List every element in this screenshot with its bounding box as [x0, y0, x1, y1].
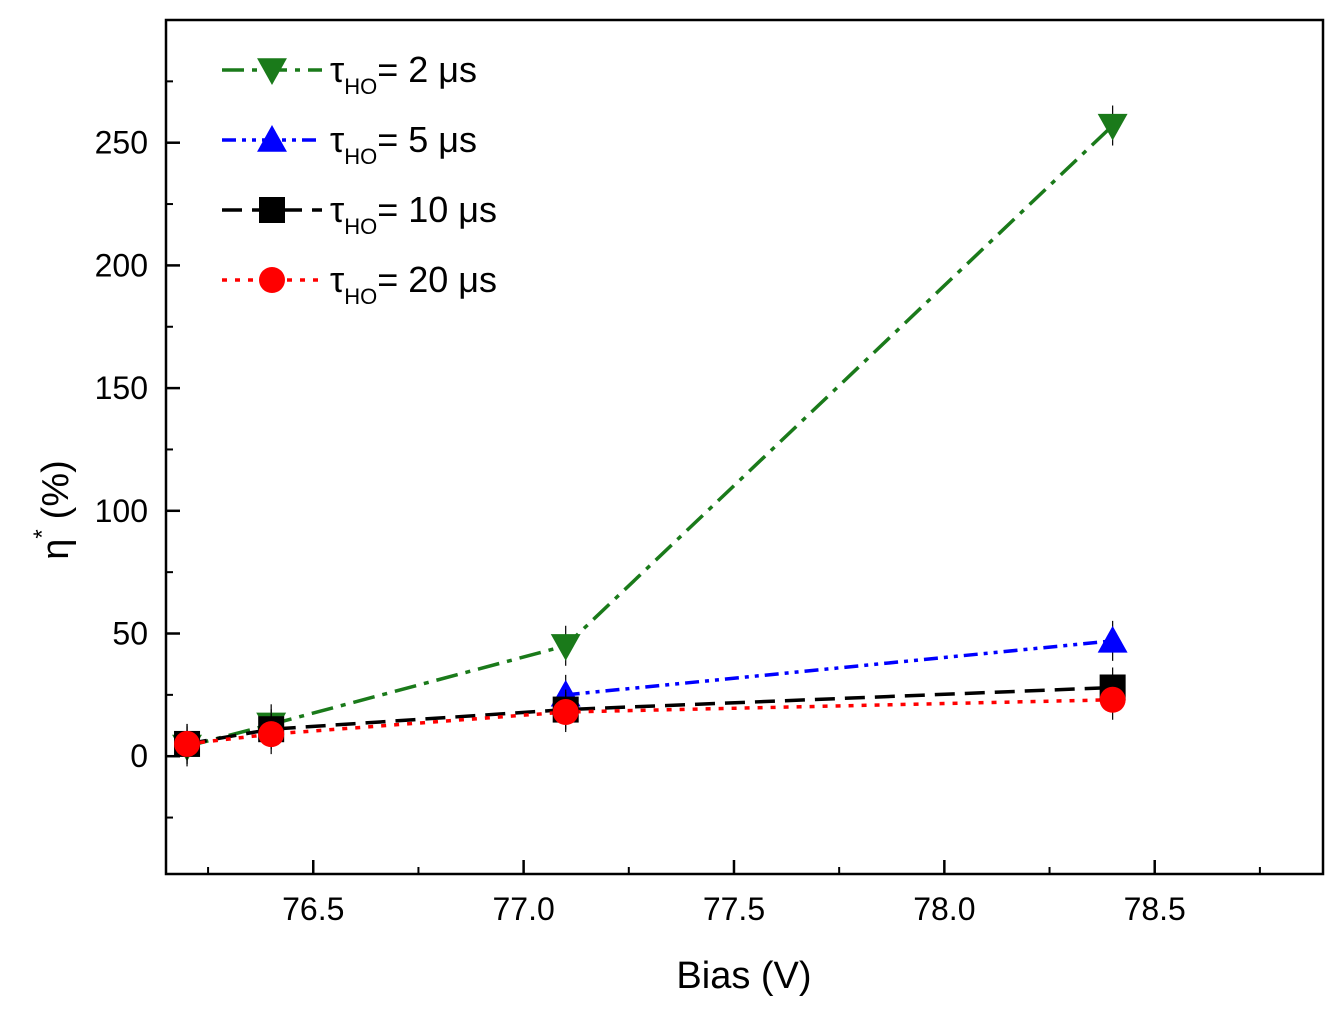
data-point	[1097, 113, 1128, 141]
legend-value: = 10 μs	[377, 189, 497, 230]
x-axis-ticks: 76.5 77.0 77.5 78.0 78.5	[207, 860, 1261, 927]
series-line	[186, 685, 1113, 746]
svg-text:η*(%): η* (%)	[29, 460, 77, 560]
data-point	[552, 699, 579, 726]
data-point	[550, 634, 581, 661]
y-axis-unit: (%)	[35, 460, 77, 519]
data-point	[1097, 625, 1128, 653]
y-axis-title: η* (%)	[29, 460, 77, 560]
legend-label: τHO= 20 μs	[330, 259, 497, 309]
x-tick-label: 78.5	[1124, 891, 1186, 927]
legend-item: τHO= 2 μs	[222, 49, 477, 99]
legend-marker	[259, 197, 285, 223]
y-tick-label: 0	[130, 738, 148, 774]
x-axis-title: Bias (V)	[676, 955, 811, 997]
x-tick-label: 77.5	[703, 891, 765, 927]
legend-item: τHO= 20 μs	[222, 259, 497, 309]
y-tick-label: 250	[95, 125, 148, 161]
legend-item: τHO= 10 μs	[222, 189, 497, 239]
legend-symbol: τ	[330, 259, 344, 300]
x-tick-label: 77.0	[492, 891, 554, 927]
legend-symbol: τ	[330, 49, 344, 90]
legend-label: τHO= 5 μs	[330, 119, 477, 169]
x-tick-label: 78.0	[913, 891, 975, 927]
legend-value: = 20 μs	[377, 259, 497, 300]
legend-symbol: τ	[330, 189, 344, 230]
legend-subscript: HO	[344, 144, 377, 169]
y-axis-symbol: η	[35, 539, 77, 560]
y-tick-label: 150	[95, 370, 148, 406]
legend-marker	[259, 267, 285, 293]
series-markers-2	[174, 667, 1126, 764]
series-1	[565, 639, 1113, 697]
legend-marker	[257, 125, 287, 152]
plot-frame	[164, 18, 1325, 876]
legend-marker	[257, 58, 287, 85]
series-markers-1	[550, 620, 1128, 715]
data-point	[1099, 686, 1126, 713]
data-point	[258, 721, 285, 748]
series-3	[186, 698, 1113, 746]
y-axis-superscript: *	[29, 529, 56, 538]
legend-value: = 2 μs	[377, 49, 477, 90]
legend-label: τHO= 2 μs	[330, 49, 477, 99]
legend-value: = 5 μs	[377, 119, 477, 160]
series-line	[565, 639, 1113, 697]
series-line	[186, 698, 1113, 746]
series-2	[186, 685, 1113, 746]
series-markers-3	[174, 679, 1126, 764]
series-markers-0	[172, 105, 1128, 767]
y-axis-ticks: 0 50 100 150 200 250	[95, 80, 180, 819]
legend-symbol: τ	[330, 119, 344, 160]
y-tick-label: 100	[95, 493, 148, 529]
legend-subscript: HO	[344, 284, 377, 309]
legend-label: τHO= 10 μs	[330, 189, 497, 239]
legend-item: τHO= 5 μs	[222, 119, 477, 169]
series-layer	[172, 105, 1128, 767]
y-tick-label: 200	[95, 247, 148, 283]
legend-subscript: HO	[344, 74, 377, 99]
data-point	[174, 730, 201, 757]
x-tick-label: 76.5	[282, 891, 344, 927]
y-tick-label: 50	[112, 616, 148, 652]
legend-subscript: HO	[344, 214, 377, 239]
